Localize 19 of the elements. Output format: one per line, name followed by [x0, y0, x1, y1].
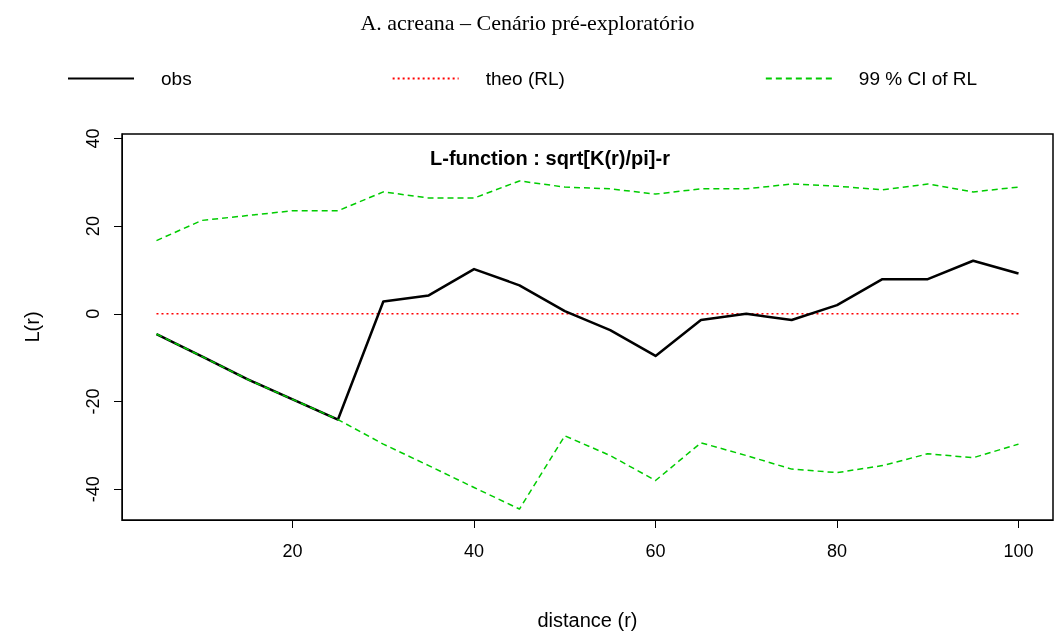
annotation: L-function : sqrt[K(r)/pi]-r — [430, 147, 671, 169]
y-tick-label: 0 — [83, 308, 103, 319]
legend-label: theo (RL) — [485, 68, 565, 89]
x-tick-label: 60 — [645, 541, 666, 561]
x-tick-label: 40 — [464, 541, 485, 561]
legend-label: obs — [161, 68, 192, 89]
x-tick-label: 80 — [827, 541, 848, 561]
legend-label: 99 % CI of RL — [858, 68, 978, 89]
y-tick-label: 40 — [83, 128, 103, 149]
x-tick-label: 100 — [1003, 541, 1034, 561]
x-axis-title: distance (r) — [537, 609, 638, 631]
chart-title: A. acreana – Cenário pré-exploratório — [360, 9, 695, 35]
y-tick-label: -20 — [83, 388, 103, 415]
y-axis-title: L(r) — [21, 311, 43, 343]
line-series — [155, 333, 1020, 510]
x-tick-label: 20 — [282, 541, 303, 561]
y-tick-label: 20 — [83, 216, 103, 237]
y-tick-label: -40 — [83, 476, 103, 503]
line-series — [155, 180, 1020, 242]
